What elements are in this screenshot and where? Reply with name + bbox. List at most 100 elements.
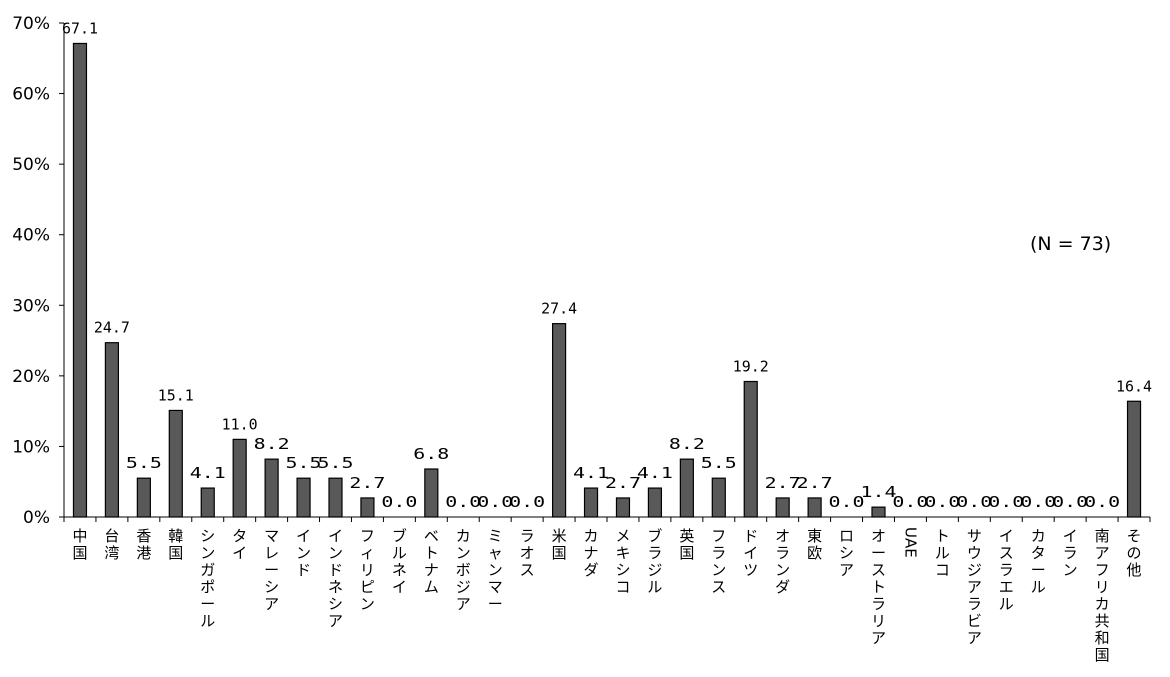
x-category-label: フィリピン: [360, 527, 375, 613]
data-label: 0.0: [1020, 493, 1056, 511]
data-label: 0.0: [445, 493, 481, 511]
data-label: 8.2: [669, 435, 705, 453]
x-category-label: オーストラリア: [871, 527, 886, 647]
x-category-label: 南アフリカ共和国: [1095, 527, 1110, 664]
y-tick-label: 30%: [12, 296, 50, 316]
bar: [679, 458, 694, 518]
data-label: 0.0: [381, 493, 417, 511]
bar: [424, 468, 439, 518]
bar: [104, 342, 120, 518]
x-category-label: カンボジア: [456, 527, 471, 613]
data-labels: 67.124.75.515.14.111.08.25.55.52.70.06.8…: [62, 19, 1152, 511]
sample-size-note: (N = 73): [1030, 233, 1111, 255]
data-label: 0.0: [1052, 493, 1088, 511]
data-label: 2.7: [605, 474, 641, 492]
bar: [871, 506, 886, 518]
bar: [136, 477, 151, 518]
data-label: 0.0: [924, 493, 960, 511]
data-label: 4.1: [573, 464, 609, 482]
data-label: 27.4: [541, 300, 577, 318]
bar: [1126, 400, 1142, 518]
data-label: 0.0: [477, 493, 513, 511]
x-category-label: タイ: [232, 527, 247, 562]
bar: [807, 497, 822, 518]
data-label: 2.7: [349, 474, 385, 492]
data-label: 5.5: [286, 454, 322, 472]
x-category-label: インド: [296, 527, 311, 579]
x-category-label: 韓国: [168, 527, 183, 562]
data-label: 0.0: [509, 493, 545, 511]
bar: [232, 438, 247, 518]
data-label: 4.1: [637, 464, 673, 482]
x-category-label: ベトナム: [424, 527, 439, 596]
x-category-label: ラオス: [520, 527, 535, 579]
data-label: 4.1: [190, 464, 226, 482]
x-category-label: 香港: [136, 527, 151, 562]
bar: [615, 497, 631, 518]
data-label: 0.0: [988, 493, 1024, 511]
bar: [551, 323, 567, 518]
x-category-label: 中国: [72, 527, 87, 562]
x-category-label: ブルネイ: [392, 527, 407, 596]
x-category-label: メキシコ: [615, 527, 630, 596]
y-tick-label: 20%: [12, 367, 50, 387]
y-tick-label: 50%: [12, 155, 50, 175]
x-category-label: 英国: [679, 527, 694, 562]
x-category-label: 東欧: [807, 527, 822, 562]
bar: [360, 497, 375, 518]
bars: [72, 42, 1142, 518]
bar: [168, 409, 183, 518]
data-label: 1.4: [861, 483, 897, 501]
data-label: 0.0: [892, 493, 928, 511]
x-category-label: UAE: [901, 527, 919, 558]
data-label: 0.0: [1084, 493, 1120, 511]
data-label: 0.0: [956, 493, 992, 511]
x-category-label: カタール: [1031, 527, 1046, 596]
data-label: 24.7: [94, 319, 130, 337]
data-label: 5.5: [318, 454, 354, 472]
data-label: 19.2: [733, 358, 769, 376]
bar: [264, 458, 279, 518]
x-category-label: カナダ: [584, 527, 599, 579]
y-axis: 0% 10% 20% 30% 40% 50% 60% 70%: [12, 14, 65, 528]
data-label: 6.8: [413, 445, 449, 463]
data-label: 8.2: [254, 435, 290, 453]
y-tick-label: 40%: [12, 226, 50, 246]
x-category-label: イスラエル: [999, 527, 1014, 613]
bar: [711, 477, 726, 518]
x-category-label: トルコ: [935, 527, 950, 579]
x-category-label: 米国: [552, 527, 567, 562]
data-label: 2.7: [797, 474, 833, 492]
x-category-label: 台湾: [104, 527, 119, 562]
bar: [296, 477, 311, 518]
y-tick-label: 0%: [23, 508, 50, 528]
x-category-label: シンガポール: [200, 527, 215, 630]
y-tick-label: 60%: [12, 85, 50, 105]
bar: [647, 487, 663, 518]
x-category-label: ブラジル: [647, 527, 662, 596]
x-category-label: オランダ: [775, 527, 790, 596]
data-label: 16.4: [1116, 377, 1152, 395]
y-tick-label: 10%: [12, 437, 50, 457]
x-category-label: フランス: [711, 527, 726, 596]
bar: [743, 380, 758, 518]
data-label: 67.1: [62, 19, 98, 37]
bar: [328, 477, 343, 518]
data-label: 15.1: [158, 386, 194, 404]
x-category-label: ロシア: [839, 527, 854, 579]
data-label: 11.0: [222, 415, 258, 433]
data-label: 2.7: [765, 474, 801, 492]
bar: [583, 487, 599, 518]
y-tick-label: 70%: [12, 14, 50, 34]
bar: [775, 497, 790, 518]
x-category-label: その他: [1127, 527, 1142, 579]
x-category-label: イラン: [1063, 527, 1078, 579]
data-label: 5.5: [126, 454, 162, 472]
x-category-label: インドネシア: [328, 527, 343, 630]
data-label: 0.0: [829, 493, 865, 511]
bar: [200, 487, 215, 518]
x-category-label: ドイツ: [743, 527, 758, 579]
x-category-label: サウジアラビア: [967, 527, 982, 647]
